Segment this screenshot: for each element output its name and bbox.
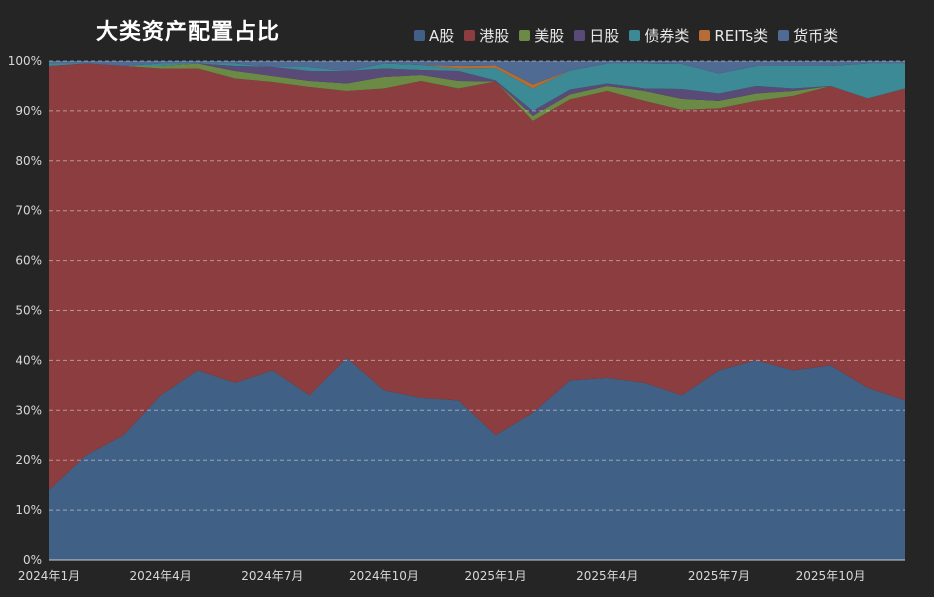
x-tick-label: 2024年1月 [18, 569, 80, 583]
legend-swatch [629, 30, 641, 41]
x-tick-label: 2024年4月 [130, 569, 192, 583]
chart-legend: A股 港股 美股 日股 债券类 REITs类 货币类 [414, 25, 838, 46]
legend-swatch [414, 30, 425, 41]
legend-label: REITs类 [714, 27, 769, 45]
y-tick-label: 100% [8, 54, 42, 68]
area-series-group [49, 61, 905, 560]
legend-swatch [778, 30, 790, 41]
legend-label: 货币类 [793, 27, 839, 45]
legend-label: 美股 [534, 27, 565, 45]
legend-label: 债券类 [644, 27, 690, 45]
x-tick-label: 2024年10月 [349, 569, 419, 583]
area-series-6 [49, 61, 905, 85]
y-tick-label: 40% [15, 353, 42, 367]
chart-title: 大类资产配置占比 [96, 20, 281, 45]
y-tick-label: 60% [15, 254, 42, 268]
y-tick-label: 10% [15, 503, 42, 517]
x-tick-label: 2025年4月 [576, 569, 638, 583]
y-tick-label: 90% [15, 104, 42, 118]
legend-label: A股 [429, 27, 455, 45]
x-tick-label: 2025年7月 [688, 569, 750, 583]
y-axis-ticks: 0% 10% 20% 30% 40% 50% 60% 70% 80% 90% 100% [8, 54, 42, 567]
legend-label: 港股 [479, 27, 510, 45]
x-tick-label: 2024年7月 [241, 569, 303, 583]
legend-swatch [574, 30, 586, 41]
area-series-0 [49, 357, 905, 560]
legend-item[interactable]: 港股 [464, 25, 509, 46]
x-tick-label: 2025年1月 [465, 569, 527, 583]
y-tick-label: 20% [15, 453, 42, 467]
legend-swatch [519, 30, 531, 41]
y-tick-label: 70% [15, 204, 42, 218]
area-series-2 [49, 63, 905, 121]
legend-item[interactable]: A股 [414, 25, 454, 46]
legend-item[interactable]: 美股 [519, 25, 564, 46]
area-series-1 [49, 63, 905, 491]
x-axis-ticks: 2024年1月 2024年4月 2024年7月 2024年10月 2025年1月 2025… [18, 569, 866, 583]
gridlines [49, 60, 905, 511]
y-tick-label: 0% [23, 553, 42, 567]
y-tick-label: 80% [15, 154, 42, 168]
legend-item[interactable]: REITs类 [699, 25, 768, 46]
legend-item[interactable]: 债券类 [629, 25, 689, 46]
y-tick-label: 50% [15, 304, 42, 318]
legend-item[interactable]: 货币类 [778, 25, 838, 46]
legend-swatch [699, 30, 711, 41]
area-series-4 [49, 63, 905, 111]
y-tick-label: 30% [15, 403, 42, 417]
legend-swatch [464, 30, 476, 41]
x-tick-label: 2025年10月 [796, 569, 866, 583]
legend-label: 日股 [589, 27, 620, 45]
legend-item[interactable]: 日股 [574, 25, 619, 46]
